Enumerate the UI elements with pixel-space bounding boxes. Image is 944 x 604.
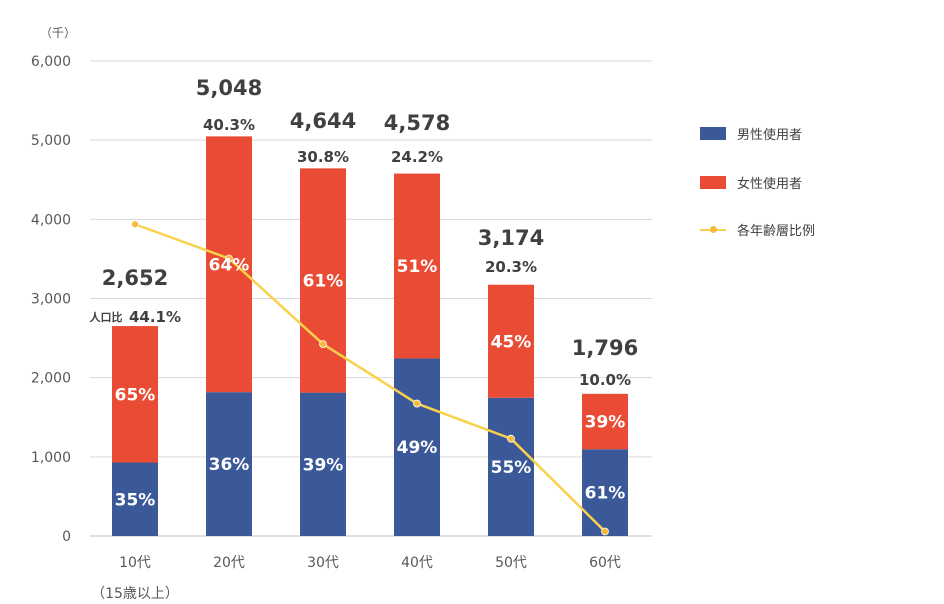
- total-label: 2,652: [102, 266, 168, 290]
- bar-label-male: 49%: [397, 438, 438, 458]
- legend-label-ratio: 各年齢層比例: [737, 223, 816, 239]
- x-tick-label: 40代: [401, 555, 433, 571]
- ratio-line-path: [134, 223, 606, 533]
- ratio-label-prefix: 人口比: [90, 310, 123, 324]
- bar-male: [300, 392, 346, 536]
- x-tick-label: 10代: [119, 555, 151, 571]
- ratio-label: 20.3%: [485, 258, 537, 276]
- x-tick-sublabel: （15歳以上）: [91, 586, 179, 602]
- bar-label-male: 36%: [209, 455, 250, 475]
- ratio-point: [601, 527, 609, 536]
- y-tick-label: 1,000: [31, 450, 71, 466]
- y-tick-label: 4,000: [31, 212, 71, 228]
- bar-male: [112, 462, 158, 536]
- ratio-point: [131, 220, 139, 229]
- bars: [112, 136, 628, 536]
- bar-female: [582, 393, 628, 450]
- bar-female: [112, 326, 158, 463]
- bar-label-female: 65%: [115, 385, 156, 405]
- legend-line-marker: [700, 223, 726, 236]
- bar-label-female: 51%: [397, 257, 438, 277]
- bar-label-male: 35%: [115, 490, 156, 510]
- x-axis: 10代 （15歳以上） 20代 30代 40代 50代 60代: [91, 555, 621, 602]
- data-labels: 35% 65% 36% 64% 39% 61% 49% 51% 55% 45% 61% 39% 44.1…: [90, 76, 639, 510]
- total-label: 5,048: [196, 76, 262, 100]
- bar-label-female: 64%: [209, 255, 250, 275]
- bar-female: [206, 136, 252, 393]
- bar-male: [394, 358, 440, 536]
- bar-male: [488, 397, 534, 536]
- gridlines: [90, 60, 652, 537]
- y-tick-label: 5,000: [31, 133, 71, 149]
- ratio-label: 44.1%: [129, 308, 181, 326]
- x-tick-label: 50代: [495, 555, 527, 571]
- bar-label-female: 45%: [491, 332, 532, 352]
- bar-label-male: 55%: [491, 458, 532, 478]
- bar-label-male: 39%: [303, 455, 344, 475]
- ratio-label: 10.0%: [579, 371, 631, 389]
- ratio-label: 30.8%: [297, 148, 349, 166]
- y-tick-label: 6,000: [31, 54, 71, 70]
- bar-label-male: 61%: [585, 484, 626, 504]
- y-tick-label: 2,000: [31, 371, 71, 387]
- bar-male: [206, 392, 252, 536]
- total-label: 3,174: [478, 226, 544, 250]
- y-tick-label: 0: [62, 529, 71, 545]
- y-axis: 0 1,000 2,000 3,000 4,000 5,000 6,000 （千）: [31, 26, 76, 545]
- legend-item-ratio: 各年齢層比例: [700, 219, 815, 239]
- bar-female: [394, 173, 440, 359]
- ratio-point: [225, 254, 233, 263]
- ratio-point: [413, 399, 421, 408]
- total-label: 1,796: [572, 336, 638, 360]
- ratio-point: [319, 340, 327, 348]
- bar-male: [582, 449, 628, 536]
- total-label: 4,578: [384, 111, 450, 135]
- legend-item-female: 女性使用者: [700, 172, 802, 192]
- y-unit-label: （千）: [40, 26, 76, 40]
- bar-female: [488, 284, 534, 398]
- x-tick-label: 30代: [307, 555, 339, 571]
- legend-label-female: 女性使用者: [737, 176, 803, 192]
- x-tick-label: 60代: [589, 555, 621, 571]
- ratio-label: 40.3%: [203, 116, 255, 134]
- legend-swatch-male: [700, 126, 726, 140]
- bar-label-female: 39%: [585, 413, 626, 433]
- ratio-line: [131, 220, 609, 536]
- total-label: 4,644: [290, 109, 356, 133]
- y-tick-label: 3,000: [31, 292, 71, 308]
- ratio-point: [507, 434, 515, 443]
- legend-swatch-female: [700, 175, 726, 189]
- bar-label-female: 61%: [303, 271, 344, 291]
- legend-label-male: 男性使用者: [737, 127, 803, 143]
- x-tick-label: 20代: [213, 555, 245, 571]
- legend-item-male: 男性使用者: [700, 123, 802, 143]
- ratio-label: 24.2%: [391, 148, 443, 166]
